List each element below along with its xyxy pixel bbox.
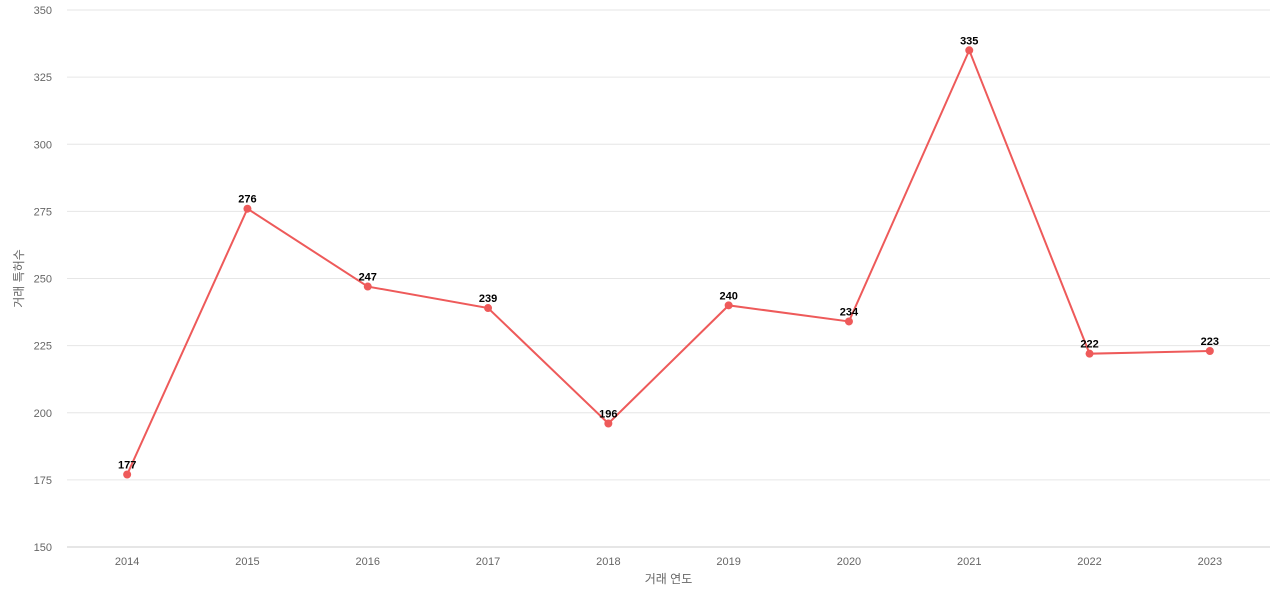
y-tick-label: 275 [34,206,52,218]
y-tick-label: 150 [34,542,52,554]
x-tick-label: 2022 [1077,556,1101,568]
y-tick-label: 300 [34,139,52,151]
data-point [1205,346,1214,355]
y-tick-label: 250 [34,274,52,286]
data-point [1085,349,1094,358]
x-tick-label: 2020 [837,556,861,568]
x-tick-label: 2019 [716,556,740,568]
y-tick-label: 225 [34,341,52,353]
data-label: 239 [479,293,497,305]
data-point [123,470,132,479]
x-axis-ticks: 2014 2015 2016 2017 2018 2019 2020 2021 2022 2023 [115,556,1222,568]
data-label: 223 [1201,336,1219,348]
y-tick-label: 325 [34,72,52,84]
data-label: 177 [118,460,136,472]
data-points [123,46,1214,479]
x-axis-title: 거래 연도 [645,572,693,586]
data-point [363,282,372,291]
data-point [724,301,733,310]
x-tick-label: 2015 [235,556,259,568]
data-label: 222 [1080,339,1098,351]
x-tick-label: 2023 [1198,556,1222,568]
x-tick-label: 2014 [115,556,139,568]
data-point [844,317,853,326]
data-label: 276 [238,194,256,206]
data-label: 335 [960,35,978,47]
y-axis-ticks: 150 175 200 225 250 275 300 325 350 [34,5,52,554]
data-label: 240 [719,290,737,302]
data-point [243,204,252,213]
data-point [484,304,493,313]
y-tick-label: 175 [34,475,52,487]
x-tick-label: 2017 [476,556,500,568]
y-axis-title: 거래 특허수 [12,249,26,308]
series-line [126,47,1210,475]
x-tick-label: 2021 [957,556,981,568]
x-tick-label: 2016 [356,556,380,568]
data-label: 247 [359,272,377,284]
y-tick-label: 350 [34,5,52,17]
gridlines [67,9,1270,481]
data-label: 196 [599,408,617,420]
data-label: 234 [840,306,859,318]
y-tick-label: 200 [34,408,52,420]
data-point [965,46,974,55]
data-point [604,419,613,428]
data-labels: 177 276 247 239 196 240 234 335 222 223 [118,35,1219,471]
x-tick-label: 2018 [596,556,620,568]
